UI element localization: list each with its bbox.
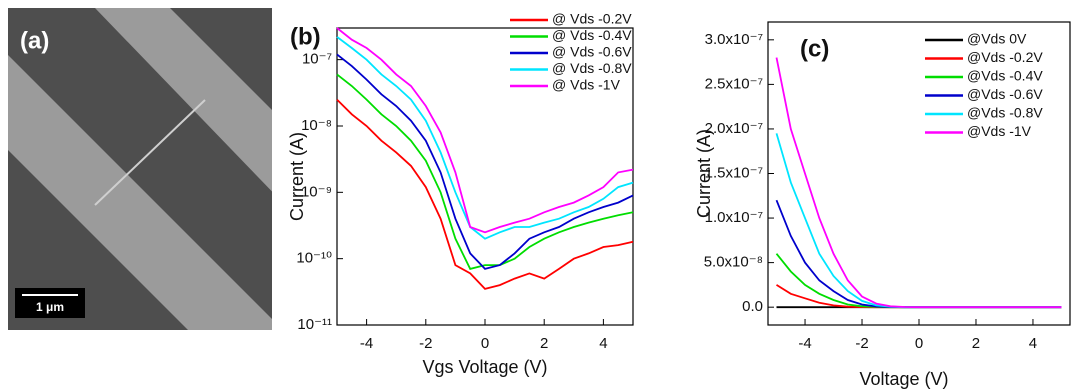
x-tick-label: -2 [855,335,868,352]
y-tick-label: 10⁻⁸ [301,117,332,134]
y-tick-label: 10⁻¹¹ [297,316,332,333]
x-axis-label: Voltage (V) [859,369,948,389]
x-tick-label: 0 [481,335,489,352]
x-tick-label: 2 [972,335,980,352]
legend-label: @ Vds -1V [552,77,621,93]
y-tick-label: 3.0x10⁻⁷ [705,31,763,48]
y-axis-label: Current (A) [694,129,714,218]
panel-label: (b) [290,23,321,50]
data-line [777,285,1062,307]
legend-label: @Vds 0V [967,31,1027,47]
legend-label: @ Vds -0.6V [552,44,632,60]
y-tick-label: 10⁻⁷ [302,51,332,68]
data-line [337,74,633,269]
legend-label: @Vds -0.2V [967,49,1043,65]
x-tick-label: -4 [360,335,373,352]
legend-label: @Vds -1V [967,123,1032,139]
panel-label: (a) [20,27,49,54]
data-line [337,100,633,289]
y-tick-label: 2.5x10⁻⁷ [705,75,763,92]
panel-label: (c) [800,35,829,62]
legend-label: @ Vds -0.8V [552,60,632,76]
x-tick-label: 0 [915,335,923,352]
x-tick-label: 2 [540,335,548,352]
legend-label: @ Vds -0.4V [552,27,632,43]
legend-label: @ Vds -0.2V [552,11,632,27]
y-tick-label: 10⁻¹⁰ [296,250,332,267]
x-tick-label: 4 [599,335,607,352]
scale-bar-label: 1 μm [36,300,64,314]
y-axis-label: Current (A) [287,132,307,221]
legend-label: @Vds -0.6V [967,86,1043,102]
legend-label: @Vds -0.8V [967,105,1043,121]
figure: 1 μm (a) -4-202410⁻¹¹10⁻¹⁰10⁻⁹10⁻⁸10⁻⁷Vg… [0,0,1073,392]
x-tick-label: -4 [798,335,811,352]
x-tick-label: -2 [419,335,432,352]
y-tick-label: 5.0x10⁻⁸ [704,254,763,271]
y-tick-label: 0.0 [742,298,763,315]
sem-image: 1 μm (a) [8,8,285,332]
x-axis-label: Vgs Voltage (V) [422,357,547,377]
x-tick-label: 4 [1029,335,1037,352]
legend-label: @Vds -0.4V [967,68,1043,84]
